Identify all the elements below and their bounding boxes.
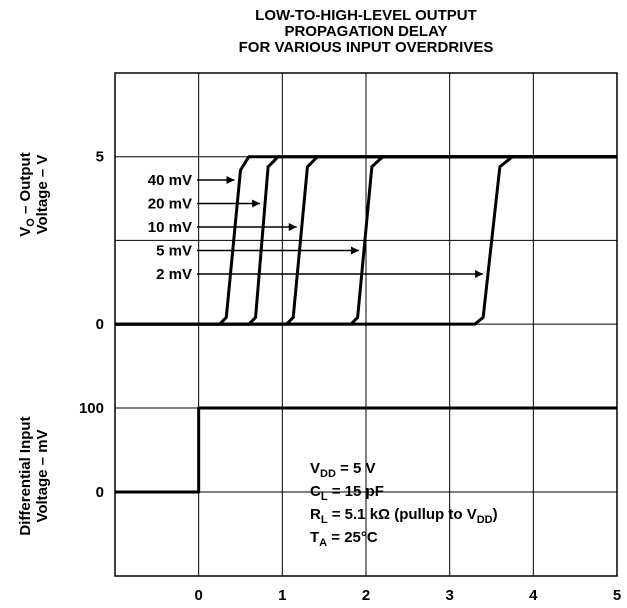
y-tick-label: 0: [96, 484, 104, 501]
chart-title: LOW-TO-HIGH-LEVEL OUTPUT: [255, 7, 477, 24]
y-axis-label: Voltage – V: [34, 155, 51, 235]
legend-label: 20 mV: [148, 196, 192, 213]
x-tick-label: 3: [445, 587, 453, 604]
annotation: CL = 15 pF: [310, 483, 384, 503]
text-run: V: [17, 227, 34, 237]
legend-label: 2 mV: [156, 266, 192, 283]
x-tick-label: 0: [194, 587, 202, 604]
text-run: Voltage – mV: [34, 429, 51, 522]
x-tick-label: 5: [613, 587, 621, 604]
y-axis-label: Differential Input: [17, 416, 34, 535]
chart-title: FOR VARIOUS INPUT OVERDRIVES: [239, 39, 494, 56]
annotation: RL = 5.1 kΩ (pullup to VDD): [310, 506, 498, 526]
text-run: = 15 pF: [328, 483, 384, 500]
legend-label: 10 mV: [148, 219, 192, 236]
text-run: T: [310, 529, 319, 546]
text-run: – Output: [17, 152, 34, 218]
subscript: DD: [320, 468, 336, 480]
legend-label: 5 mV: [156, 243, 192, 260]
annotation: TA = 25°C: [310, 529, 378, 549]
text-run: = 5.1 kΩ (pullup to V: [328, 506, 477, 523]
text-run: = 25°C: [327, 529, 378, 546]
y-tick-label: 5: [96, 149, 104, 166]
text-run: R: [310, 506, 321, 523]
subscript: A: [319, 537, 327, 549]
text-run: Differential Input: [17, 416, 34, 535]
text-run: C: [310, 483, 321, 500]
text-run: ): [493, 506, 498, 523]
series-line: [115, 406, 617, 494]
subscript: DD: [477, 514, 493, 526]
x-tick-label: 4: [529, 587, 538, 604]
y-tick-label: 100: [79, 400, 104, 417]
annotation: VDD = 5 V: [310, 460, 376, 480]
text-run: Voltage – V: [34, 155, 51, 235]
series-line: [115, 155, 617, 326]
text-run: = 5 V: [336, 460, 376, 477]
legend-label: 40 mV: [148, 172, 192, 189]
subscript: L: [321, 514, 328, 526]
subscript: L: [321, 491, 328, 503]
y-axis-label: Voltage – mV: [34, 429, 51, 522]
y-tick-label: 0: [96, 316, 104, 333]
subscript: O: [25, 218, 37, 227]
y-axis-label: VO – Output: [17, 152, 37, 236]
chart-title: PROPAGATION DELAY: [284, 23, 447, 40]
x-tick-label: 2: [362, 587, 370, 604]
x-tick-label: 1: [278, 587, 286, 604]
text-run: V: [310, 460, 320, 477]
